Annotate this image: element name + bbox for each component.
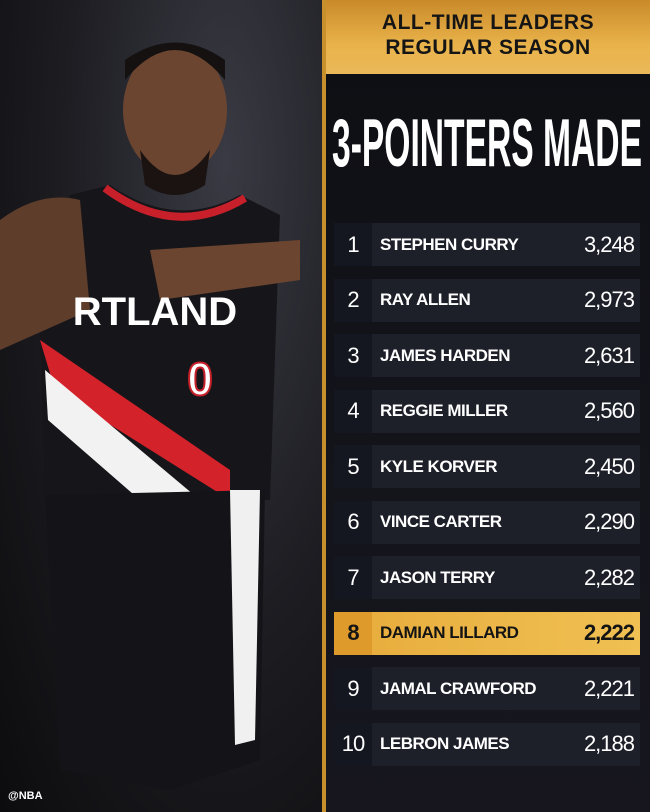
- value-cell: 2,973: [584, 287, 640, 313]
- player-name: KYLE KORVER: [380, 456, 498, 476]
- player-name: DAMIAN LILLARD: [380, 623, 519, 642]
- leader-row: 8 DAMIAN LILLARD 2,222: [334, 611, 640, 655]
- leader-row: 9 JAMAL CRAWFORD 2,221: [334, 667, 640, 710]
- player-name-cell: STEPHEN CURRY: [372, 235, 584, 255]
- three-pointers-made: 3,248: [583, 231, 635, 257]
- rank: 6: [347, 509, 359, 534]
- player-name-cell: REGGIE MILLER: [372, 401, 584, 421]
- value-cell: 3,248: [584, 232, 640, 258]
- rank-cell: 4: [334, 389, 372, 433]
- three-pointers-made: 2,282: [583, 564, 635, 590]
- leader-row: 7 JASON TERRY 2,282: [334, 556, 640, 599]
- rank: 1: [347, 231, 359, 257]
- three-pointers-made: 2,450: [583, 453, 635, 479]
- player-name-cell: RAY ALLEN: [372, 290, 584, 310]
- player-name: LEBRON JAMES: [380, 734, 510, 753]
- leaders-panel: ALL-TIME LEADERS REGULAR SEASON 3-POINTE…: [326, 0, 650, 812]
- player-name: STEPHEN CURRY: [380, 234, 519, 254]
- header-line-2: REGULAR SEASON: [385, 36, 591, 59]
- value-cell: 2,560: [584, 398, 640, 424]
- three-pointers-made: 2,222: [583, 620, 635, 645]
- player-name: JAMES HARDEN: [380, 345, 511, 365]
- rank: 5: [347, 453, 359, 479]
- three-pointers-made: 2,560: [583, 398, 635, 423]
- player-illustration: RTLAND 0: [0, 42, 300, 790]
- three-pointers-made: 2,188: [583, 731, 635, 756]
- three-pointers-made: 2,221: [583, 675, 635, 701]
- value-cell: 2,222: [584, 620, 640, 646]
- three-pointers-made: 2,631: [583, 342, 635, 368]
- rank: 9: [347, 675, 359, 701]
- stat-title: 3-POINTERS MADE: [332, 105, 642, 176]
- rank: 10: [341, 731, 366, 756]
- player-name: VINCE CARTER: [380, 512, 502, 531]
- rank-cell: 7: [334, 556, 372, 599]
- player-name: JAMAL CRAWFORD: [380, 678, 537, 698]
- rank-cell: 6: [334, 500, 372, 544]
- gold-divider: [322, 0, 326, 812]
- jersey-number: 0: [187, 353, 213, 405]
- nba-handle: @NBA: [8, 790, 43, 802]
- player-name-cell: JAMAL CRAWFORD: [372, 679, 584, 699]
- rank: 3: [347, 342, 359, 368]
- leader-row: 3 JAMES HARDEN 2,631: [334, 334, 640, 377]
- value-cell: 2,631: [584, 343, 640, 369]
- rank: 4: [347, 398, 359, 423]
- jersey-text: RTLAND: [73, 290, 237, 334]
- player-name-cell: JASON TERRY: [372, 568, 584, 588]
- value-cell: 2,282: [584, 565, 640, 591]
- three-pointers-made: 2,290: [583, 509, 635, 534]
- player-name: RAY ALLEN: [380, 290, 471, 309]
- leader-row: 4 REGGIE MILLER 2,560: [334, 389, 640, 433]
- value-cell: 2,290: [584, 509, 640, 535]
- player-name: REGGIE MILLER: [380, 401, 508, 420]
- player-name-cell: DAMIAN LILLARD: [372, 623, 584, 643]
- leader-row: 1 STEPHEN CURRY 3,248: [334, 223, 640, 266]
- rank-cell: 10: [334, 722, 372, 766]
- player-photo: RTLAND 0 @NBA: [0, 0, 322, 812]
- rank-cell: 5: [334, 445, 372, 488]
- stat-title-wrap: 3-POINTERS MADE: [332, 105, 642, 176]
- rank: 8: [347, 620, 359, 645]
- player-name: JASON TERRY: [380, 567, 495, 587]
- rank-cell: 1: [334, 223, 372, 266]
- value-cell: 2,188: [584, 731, 640, 757]
- player-name-cell: VINCE CARTER: [372, 512, 584, 532]
- rank-cell: 2: [334, 278, 372, 322]
- player-name-cell: KYLE KORVER: [372, 457, 584, 477]
- value-cell: 2,450: [584, 454, 640, 480]
- header-line-1: ALL-TIME LEADERS: [381, 11, 595, 34]
- player-name-cell: LEBRON JAMES: [372, 734, 584, 754]
- rank-cell: 3: [334, 334, 372, 377]
- value-cell: 2,221: [584, 676, 640, 702]
- rank-cell: 9: [334, 667, 372, 710]
- rank: 2: [347, 287, 359, 312]
- header-banner: ALL-TIME LEADERS REGULAR SEASON: [326, 0, 650, 74]
- rank-cell: 8: [334, 611, 372, 655]
- leader-row: 2 RAY ALLEN 2,973: [334, 278, 640, 322]
- player-name-cell: JAMES HARDEN: [372, 346, 584, 366]
- three-pointers-made: 2,973: [583, 287, 635, 312]
- leader-row: 6 VINCE CARTER 2,290: [334, 500, 640, 544]
- leader-row: 5 KYLE KORVER 2,450: [334, 445, 640, 488]
- rank: 7: [347, 564, 359, 590]
- leader-row: 10 LEBRON JAMES 2,188: [334, 722, 640, 766]
